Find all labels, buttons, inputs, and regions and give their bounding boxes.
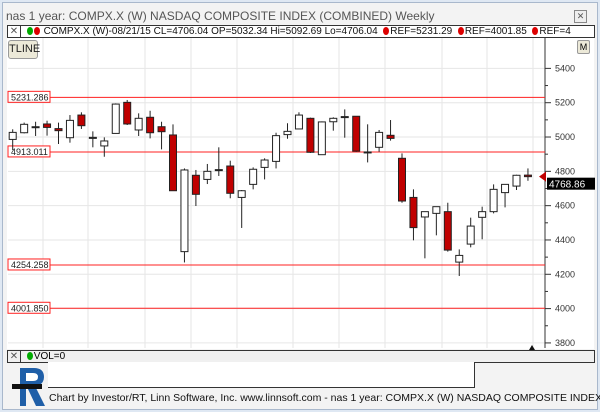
candle-body — [317, 121, 326, 156]
candle-body — [443, 211, 452, 251]
close-study-icon[interactable]: ✕ — [8, 26, 21, 37]
candle-body — [43, 123, 52, 128]
y-tick-label: 4800 — [555, 166, 575, 176]
reference-label-box — [7, 258, 51, 271]
candle-body — [455, 254, 464, 263]
reference-label: 4001.850 — [11, 303, 49, 313]
candle-body — [20, 123, 29, 134]
candle-body — [100, 140, 109, 147]
last-price-label: 4768.86 — [549, 180, 586, 191]
candle-body — [420, 211, 429, 218]
candle-body — [512, 174, 521, 187]
candle-body — [432, 206, 441, 214]
candle-body — [65, 119, 74, 139]
candle-body — [31, 126, 40, 129]
y-tick-label: 5400 — [555, 63, 575, 73]
close-volume-icon[interactable]: ✕ — [8, 351, 21, 362]
candle-body — [8, 131, 17, 140]
info-bar: ✕ COMPX.X (W)-08/21/15 CL=4706.04 OP=503… — [7, 25, 595, 38]
candle-body — [214, 169, 223, 172]
y-tick-label: 4000 — [555, 304, 575, 314]
candle-body — [226, 165, 235, 194]
m-button[interactable]: M — [577, 40, 590, 54]
candle-body — [272, 135, 281, 162]
candle-body — [88, 136, 97, 139]
candle-body — [203, 170, 212, 180]
green-dot-icon — [26, 352, 33, 360]
last-price-tag — [547, 177, 595, 190]
investor-rt-logo — [12, 368, 45, 406]
y-tick-label: 5200 — [555, 98, 575, 108]
reference-label: 4913.011 — [11, 147, 48, 157]
reference-label: 4254.258 — [11, 260, 49, 270]
reference-label-box — [7, 90, 51, 103]
price-arrow-icon — [539, 171, 546, 182]
ref-value: REF=4 — [539, 26, 571, 37]
y-tick-label: 3800 — [555, 338, 575, 348]
y-tick-label: 5000 — [555, 132, 575, 142]
candle-body — [283, 130, 292, 136]
time-axis — [48, 362, 475, 388]
candle-body — [134, 117, 143, 131]
footer-credit: Chart by Investor/RT, Linn Software, Inc… — [49, 392, 600, 404]
candle-body — [180, 169, 189, 253]
candle-body — [157, 126, 166, 133]
candle-body — [54, 128, 63, 132]
candle-body — [294, 114, 303, 130]
ref-value: REF=5231.29 — [390, 26, 453, 37]
ref-dot-icon — [457, 27, 464, 35]
reference-label: 5231.286 — [11, 92, 49, 102]
candle-body — [237, 190, 246, 198]
y-tick-label: 4400 — [555, 235, 575, 245]
volume-label: VOL=0 — [33, 351, 66, 362]
candle-body — [363, 151, 372, 154]
candle-body — [169, 134, 177, 192]
ref-dot-icon — [383, 27, 390, 35]
quote-text: COMPX.X (W)-08/21/15 CL=4706.04 OP=5032.… — [43, 26, 378, 37]
candle-body — [466, 225, 475, 245]
candle-body — [340, 116, 349, 119]
candle-body — [478, 211, 487, 218]
ref-dot-icon — [532, 27, 539, 35]
candle-body — [523, 174, 532, 178]
y-tick-label: 4200 — [555, 269, 575, 279]
candle-body — [375, 131, 384, 148]
candle-body — [249, 168, 258, 185]
scroll-marker-icon — [529, 345, 535, 350]
candle-body — [260, 159, 269, 168]
candle-body — [329, 117, 338, 123]
candle-body — [398, 157, 406, 202]
ref-value: REF=4001.85 — [464, 26, 527, 37]
candle-body — [146, 116, 155, 134]
candle-body — [111, 103, 120, 134]
tline-button[interactable]: TLINE — [8, 40, 40, 59]
candle-body — [191, 174, 200, 195]
candle-body — [77, 114, 86, 127]
candle-body — [489, 188, 498, 213]
candle-body — [123, 101, 132, 125]
red-dot-icon — [33, 27, 40, 35]
reference-label-box — [7, 145, 51, 158]
candle-body — [306, 117, 315, 153]
y-tick-label: 4600 — [555, 201, 575, 211]
candle-body — [352, 115, 361, 152]
reference-label-box — [7, 301, 51, 314]
candle-body — [409, 196, 418, 229]
green-dot-icon — [26, 27, 33, 35]
candle-body — [501, 183, 510, 194]
close-icon[interactable]: ✕ — [574, 10, 587, 23]
window-title: nas 1 year: COMPX.X (W) NASDAQ COMPOSITE… — [6, 9, 435, 23]
candle-body — [386, 134, 395, 139]
